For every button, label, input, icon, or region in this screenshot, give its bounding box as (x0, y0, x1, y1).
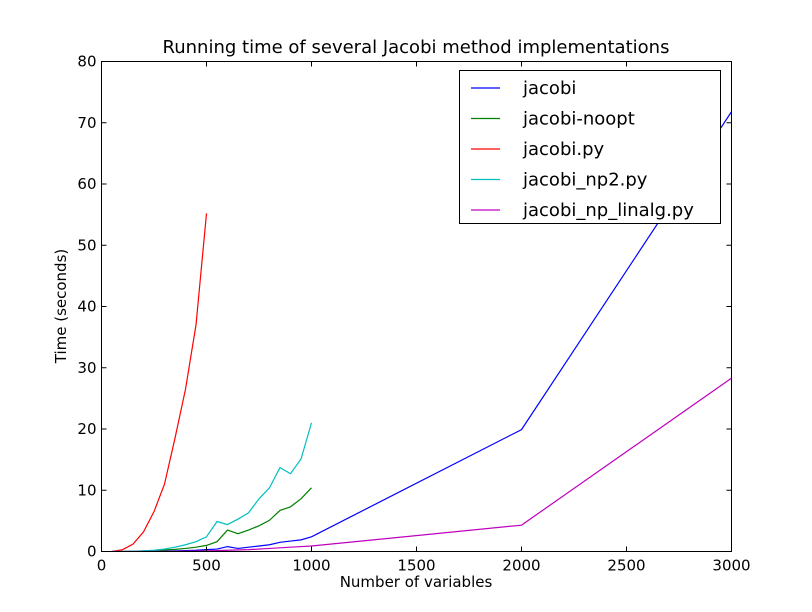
x-axis-label: Number of variables (340, 573, 493, 591)
x-tick-label: 2000 (502, 557, 540, 575)
y-tick-label: 30 (77, 359, 96, 377)
x-tick-label: 1500 (397, 557, 435, 575)
x-tick-label: 500 (192, 557, 221, 575)
legend-label-1: jacobi-noopt (522, 109, 635, 130)
y-tick-label: 80 (77, 53, 96, 71)
series-line-4 (112, 377, 732, 552)
legend-box (459, 70, 721, 224)
y-tick-label: 50 (77, 236, 96, 254)
x-tick-label: 2500 (607, 557, 645, 575)
series-line-2 (111, 213, 208, 552)
x-tick-label: 0 (97, 557, 107, 575)
y-tick-label: 20 (77, 420, 96, 438)
y-tick-label: 10 (77, 481, 96, 499)
chart-title: Running time of several Jacobi method im… (163, 37, 670, 58)
legend-label-3: jacobi_np2.py (522, 170, 648, 191)
legend: jacobi jacobi-noopt jacobi.py jacobi_np2.py… (459, 70, 721, 224)
y-tick-label: 40 (77, 298, 96, 316)
series-line-0 (112, 111, 732, 552)
legend-label-2: jacobi.py (522, 139, 605, 160)
legend-label-0: jacobi (522, 78, 576, 99)
x-tick-label: 3000 (712, 557, 750, 575)
y-axis-label: Time (seconds) (52, 249, 70, 365)
y-tick-label: 0 (87, 543, 97, 561)
y-tick-label: 60 (77, 175, 96, 193)
plot-lines (111, 111, 732, 552)
y-tick-label: 70 (77, 114, 96, 132)
legend-label-4: jacobi_np_linalg.py (522, 200, 694, 221)
x-tick-label: 1000 (292, 557, 330, 575)
series-line-3 (112, 422, 313, 552)
axis-ticks: 0 500 1000 1500 2000 2500 3000 0 10 20 30 40 50 60 70 8… (77, 53, 750, 575)
